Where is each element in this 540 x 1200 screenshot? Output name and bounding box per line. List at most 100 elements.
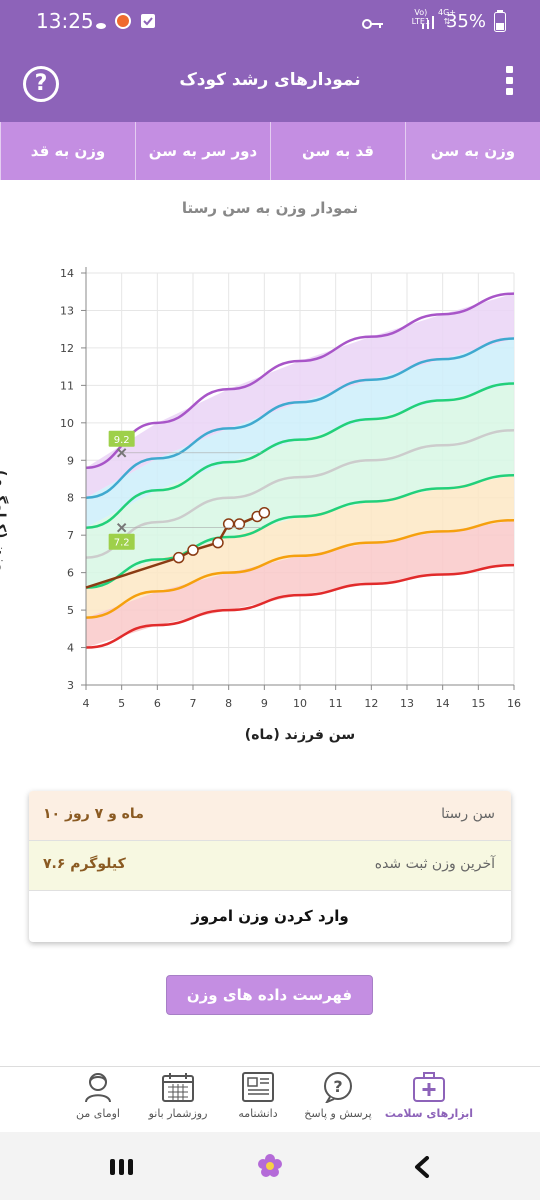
network-gen-label: 4G+ [438,8,456,17]
tab-weight-for-height[interactable]: وزن به قد [0,122,135,180]
y-tick-label: 7 [67,529,74,542]
question-bubble-icon: ? [324,1072,352,1103]
app-bar: ? نمودارهای رشد کودک [0,46,540,122]
nav-item-lady-calendar[interactable]: روزشمار بانو [128,1071,228,1120]
x-tick-label: 13 [400,697,414,710]
vpn-key-icon [362,19,383,29]
reference-curve [85,518,515,619]
marker-badge [108,430,135,447]
weight-data-list-button[interactable]: فهرست داده های وزن رستا [166,975,373,1042]
weight-data-point [172,551,185,564]
last-weight-label: آخرین وزن ثبت شده [374,856,495,872]
age-label: سن رستا [441,806,495,822]
y-tick-label: 5 [67,604,74,617]
status-time: 13:25 [36,9,94,33]
marker-label: 9.2 [114,435,130,446]
y-axis-label: وزن (کیلوگرم) [0,470,8,572]
tab-label: وزن به سن [430,142,516,160]
question-circle-icon[interactable]: ? [23,66,59,102]
calendar-icon [162,1073,194,1102]
tab-bar: وزن به سن قد به سن دور سر به سن وزن به ق… [0,122,540,180]
marker-cross [116,448,127,458]
encyclopedia-icon [242,1072,274,1102]
tab-label: دور سر به سن [148,142,258,160]
x-tick-label: 16 [507,697,521,710]
x-tick-label: 7 [190,697,197,710]
check-box-icon [141,14,155,28]
nav-label: دانشنامه [238,1107,278,1120]
last-weight-value: ۷.۶ کیلوگرم [43,856,126,872]
x-tick-label: 8 [225,697,232,710]
bottom-navigation: ابزارهای سلامت ? پرسش و پاسخ دانشنامه رو… [0,1066,540,1132]
y-tick-label: 4 [67,642,74,655]
status-notification-icons [96,13,156,30]
enter-today-weight-button[interactable]: وارد کردن وزن امروز [191,907,349,925]
tab-height-for-age[interactable]: قد به سن [270,122,405,180]
tab-label: وزن به قد [30,142,106,160]
tab-head-circumference-for-age[interactable]: دور سر به سن [135,122,270,180]
nav-item-encyclopedia[interactable]: دانشنامه [208,1071,308,1120]
home-flower-icon[interactable] [257,1153,283,1179]
reference-curve [85,382,515,529]
x-tick-label: 12 [364,697,378,710]
x-tick-label: 14 [436,697,450,710]
page-title: نمودارهای رشد کودک [179,70,361,90]
y-tick-label: 13 [60,304,74,317]
battery-icon [494,10,506,32]
y-tick-label: 9 [67,454,74,467]
user-avatar-icon [85,1073,111,1103]
weight-data-point [258,506,271,519]
back-icon[interactable] [414,1156,430,1178]
app-notification-icon [115,13,131,29]
x-tick-label: 15 [471,697,485,710]
x-tick-label: 5 [118,697,125,710]
x-tick-label: 4 [83,697,90,710]
y-tick-label: 11 [60,379,74,392]
reference-curve [85,337,515,499]
chart-title: نمودار وزن به سن رستا [181,199,359,217]
nav-item-q-and-a[interactable]: ? پرسش و پاسخ [288,1071,388,1120]
x-tick-label: 6 [154,697,161,710]
x-tick-label: 9 [261,697,268,710]
last-weight-row: آخرین وزن ثبت شده ۷.۶ کیلوگرم [29,841,511,891]
y-tick-label: 10 [60,417,74,430]
cloud-icon [96,23,106,29]
nav-label: ابزارهای سلامت [384,1107,474,1120]
nav-label: اومای من [76,1107,120,1120]
x-axis-label: سن فرزند (ماه) [244,727,356,743]
reference-curve [85,292,515,470]
nav-label: پرسش و پاسخ [304,1107,372,1120]
y-tick-label: 14 [60,267,74,280]
weight-for-age-chart: 4 5 6 7 8 9 10 11 12 13 14 15 16345678910111213149.2… [60,267,521,710]
first-aid-kit-icon [413,1072,445,1102]
system-navigation-bar [0,1132,540,1200]
more-vertical-icon[interactable] [504,66,514,102]
signal-bars-icon [421,16,434,29]
y-tick-label: 8 [67,492,74,505]
x-tick-label: 10 [293,697,307,710]
reference-curve [85,474,515,589]
age-row: سن رستا ۱۰ ماه و ۷ روز [29,791,511,841]
x-tick-label: 11 [329,697,343,710]
nav-item-health-tools[interactable]: ابزارهای سلامت [379,1071,479,1120]
nav-item-my-profile[interactable]: اومای من [48,1071,148,1120]
battery-indicator: 35% [421,10,506,32]
weight-data-point [233,518,246,530]
tab-weight-for-age[interactable]: وزن به سن [405,122,540,180]
reference-band [86,338,514,528]
lte-label: LTE1 [411,17,430,26]
y-tick-label: 6 [67,567,74,580]
network-gen: 4G+ ⇅ [438,8,456,26]
age-value: ۱۰ ماه و ۷ روز [43,806,144,822]
recent-apps-icon[interactable] [110,1159,134,1175]
weight-info-card: سن رستا ۱۰ ماه و ۷ روز آخرین وزن ثبت شده… [29,791,511,942]
reference-curve [85,429,515,559]
reference-band [86,520,514,648]
volte-label: Vo) [414,8,428,17]
network-indicator: Vo) LTE1 [412,8,430,26]
svg-text:?: ? [333,1077,342,1096]
nav-label: روزشمار بانو [148,1107,208,1120]
y-tick-label: 12 [60,342,74,355]
reference-curve [85,563,515,649]
marker-cross [116,522,127,533]
